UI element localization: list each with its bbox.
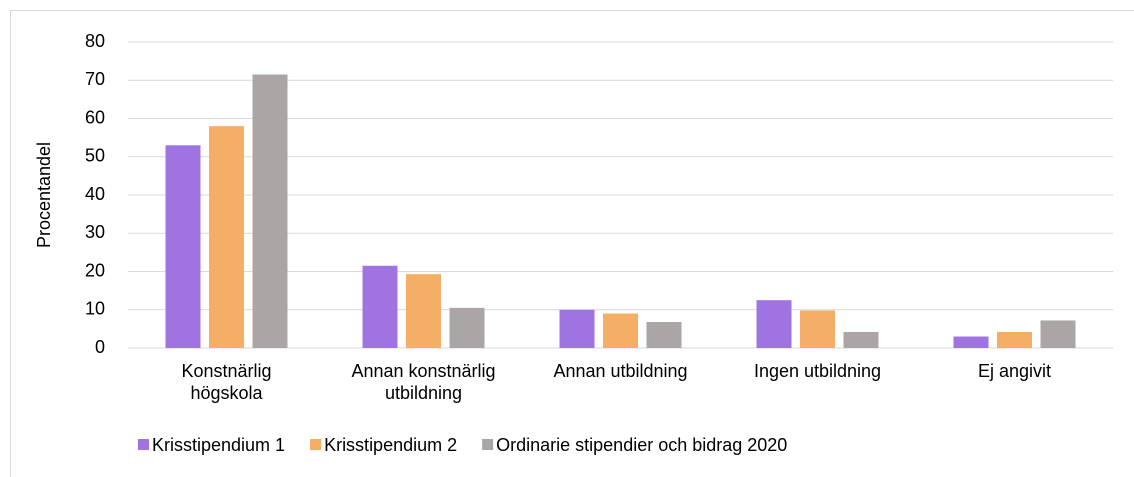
bar [800,310,835,348]
legend-label: Krisstipendium 2 [324,435,457,455]
bar [997,331,1032,348]
y-tick-label: 80 [85,31,105,51]
y-tick-label: 10 [85,299,105,319]
bar [1040,320,1076,348]
chart-border [10,10,1134,477]
y-tick-label: 70 [85,69,105,89]
y-tick-label: 20 [85,260,105,280]
x-tick-label: Annan konstnärlig utbildning [351,361,496,403]
legend-swatch [310,439,322,450]
bar [756,300,792,348]
legend-label: Ordinarie stipendier och bidrag 2020 [496,435,787,455]
y-tick-label: 40 [85,184,105,204]
bar [953,336,989,348]
y-tick-label: 30 [85,222,105,242]
y-tick-label: 60 [85,107,105,127]
x-tick-label: Ingen utbildning [753,361,882,381]
x-tick-label: Annan utbildning [553,361,688,381]
bar [252,74,288,348]
bar [843,331,879,348]
legend-label: Krisstipendium 1 [152,435,285,455]
bar [362,265,398,348]
x-tick-label: Konstnärlig högskola [181,361,272,403]
x-tick-label: Ej angivit [977,361,1052,381]
bar [209,126,244,349]
bar [603,313,638,348]
bar [559,309,595,348]
bar [646,321,682,348]
y-tick-label: 0 [95,337,105,357]
bar [449,307,485,348]
y-axis-label: Procentandel [34,142,54,248]
legend-swatch [138,439,149,450]
bar [406,274,441,348]
y-tick-label: 50 [85,146,105,166]
bar [165,145,201,348]
legend-swatch [482,439,494,450]
